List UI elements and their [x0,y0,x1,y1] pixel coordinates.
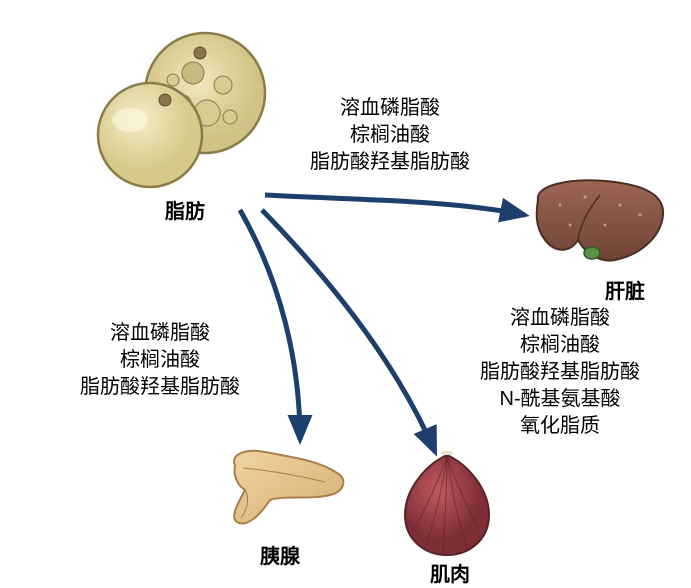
node-fat [95,25,270,195]
muscle-icon [395,450,500,560]
metabolites-to-liver: 溶血磷脂酸 棕榈油酸 脂肪酸羟基脂肪酸 [310,95,470,176]
arrow-fat-to-pancreas [240,210,300,440]
metabolite-item: 氧化脂质 [480,413,640,440]
label-muscle: 肌肉 [430,558,470,587]
metabolite-item: 棕榈油酸 [310,122,470,149]
node-liver [530,175,670,270]
node-pancreas [225,440,350,535]
metabolite-item: N-酰基氨基酸 [480,386,640,413]
metabolite-item: 脂肪酸羟基脂肪酸 [80,374,240,401]
arrow-fat-to-liver [265,195,525,215]
arrow-fat-to-muscle [262,210,435,452]
metabolite-item: 脂肪酸羟基脂肪酸 [480,359,640,386]
metabolites-to-pancreas: 溶血磷脂酸 棕榈油酸 脂肪酸羟基脂肪酸 [80,320,240,401]
metabolite-item: 脂肪酸羟基脂肪酸 [310,149,470,176]
metabolite-item: 溶血磷脂酸 [80,320,240,347]
metabolite-item: 溶血磷脂酸 [310,95,470,122]
diagram-canvas: 脂肪 肝脏 胰腺 肌肉 [0,0,691,588]
node-muscle [395,450,500,560]
label-fat: 脂肪 [165,195,205,224]
label-pancreas: 胰腺 [260,540,300,569]
label-liver: 肝脏 [605,275,645,304]
pancreas-icon [225,440,350,535]
metabolite-item: 溶血磷脂酸 [480,305,640,332]
metabolite-item: 棕榈油酸 [80,347,240,374]
metabolite-item: 棕榈油酸 [480,332,640,359]
metabolites-to-muscle: 溶血磷脂酸 棕榈油酸 脂肪酸羟基脂肪酸 N-酰基氨基酸 氧化脂质 [480,305,640,440]
liver-icon [530,175,670,270]
fat-icon [95,25,270,195]
